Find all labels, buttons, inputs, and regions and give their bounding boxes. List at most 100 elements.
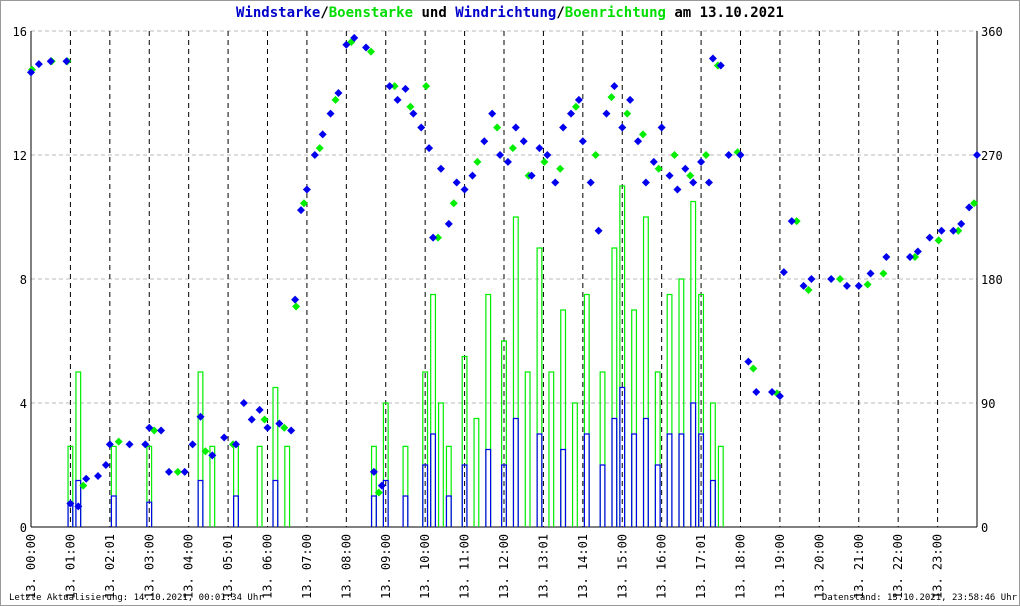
wind-speed-mark [599,464,606,527]
wind-direction-point [578,137,587,146]
gust-speed-mark [560,309,567,527]
wind-direction-point [543,151,552,159]
gust-speed-mark [654,371,661,527]
wind-direction-point [567,109,576,118]
wind-direction-point [626,95,635,104]
wind-direction-point [937,226,946,235]
wind-direction-point [460,185,469,194]
wind-direction-point [716,61,725,70]
wind-direction-point [263,423,272,432]
gust-direction-point [879,269,888,278]
wind-direction-point [145,423,154,432]
gust-direction-point [804,286,813,295]
wind-direction-point [94,472,103,481]
wind-direction-point [913,247,922,256]
wind-direction-point [551,178,560,187]
gust-direction-point [366,47,375,56]
gust-direction-point [934,236,943,245]
gust-direction-point [493,123,502,132]
wind-direction-point [704,178,713,187]
wind-speed-mark [560,448,567,527]
wind-direction-point [610,82,619,91]
gust-speed-mark [437,402,444,527]
wind-speed-mark [678,433,685,527]
wind-direction-point [409,109,418,118]
wind-speed-mark [233,495,239,527]
gust-speed-mark [272,386,279,527]
gust-speed-mark [284,445,291,527]
gust-direction-point [607,93,616,102]
wind-direction-point [157,426,166,435]
gust-direction-point [292,302,301,311]
wind-direction-point [503,157,512,166]
gust-speed-mark [536,247,543,527]
wind-direction-point [957,219,966,228]
wind-direction-point [657,123,666,132]
x-tick-label: 13. 21:00 [852,534,866,599]
x-tick-label: 13. 17:01 [694,534,708,599]
title-windrichtung: Windrichtung [455,5,557,21]
wind-speed-mark [654,464,661,527]
wind-direction-point [618,123,627,132]
wind-direction-point [208,451,217,460]
gust-direction-point [406,102,415,111]
gust-speed-mark [209,445,216,527]
x-tick-label: 13. 14:01 [576,534,590,599]
wind-direction-point [527,171,536,180]
gust-direction-point [970,199,979,208]
gust-direction-point [910,252,919,261]
gust-speed-mark [382,402,389,527]
wind-direction-point [82,474,91,483]
gust-speed-mark [75,371,82,527]
gust-speed-mark [485,293,492,527]
wind-direction-point [724,151,733,159]
wind-direction-point [787,217,796,226]
gust-direction-point [836,275,845,283]
wind-speed-mark [402,495,409,527]
wind-direction-point [925,233,934,242]
y-left-tick-label: 12 [13,149,27,163]
gust-direction-point [702,151,711,159]
gust-direction-point [449,199,458,208]
gust-speed-mark [666,293,673,527]
x-tick-label: 13. 22:00 [891,534,905,599]
x-tick-label: 13. 15:00 [615,534,629,599]
wind-direction-point [302,185,311,194]
wind-direction-point [334,89,343,97]
gust-direction-point [390,82,399,91]
wind-direction-point [842,281,851,290]
title-date: am 13.10.2021 [665,5,784,21]
wind-speed-mark [370,495,377,527]
wind-direction-point [436,164,445,173]
wind-direction-point [602,109,611,118]
wind-speed-mark [430,433,437,527]
wind-direction-point [965,203,974,212]
gust-speed-mark [430,293,437,527]
wind-direction-point [196,412,205,421]
x-tick-label: 13. 16:00 [655,534,669,599]
gust-speed-mark [445,445,452,527]
gust-speed-mark [599,371,606,527]
wind-direction-point [429,233,438,242]
x-tick-label: 13. 03:00 [142,534,156,599]
gust-direction-point [114,437,123,446]
title-boenstarke: Boenstarke [328,5,414,21]
data-status-text: Datenstand: 13.10.2021, 23:58:46 Uhr [821,593,1017,603]
y-left-tick-label: 8 [20,273,27,287]
gust-speed-mark [370,445,377,527]
title-und: und [413,5,456,21]
gust-speed-mark [473,417,480,527]
title-boenrichtung: Boenrichtung [564,5,666,21]
wind-speed-mark [272,479,279,527]
wind-direction-point [535,144,544,153]
wind-direction-point [689,178,698,187]
x-tick-label: 13. 12:00 [497,534,511,599]
wind-direction-point [231,440,240,449]
wind-direction-point [586,178,595,187]
wind-speed-mark [445,495,452,527]
wind-direction-point [220,433,229,442]
gust-speed-mark [524,371,531,527]
wind-direction-point [519,137,528,146]
wind-direction-point [46,57,55,66]
wind-direction-point [401,84,410,93]
